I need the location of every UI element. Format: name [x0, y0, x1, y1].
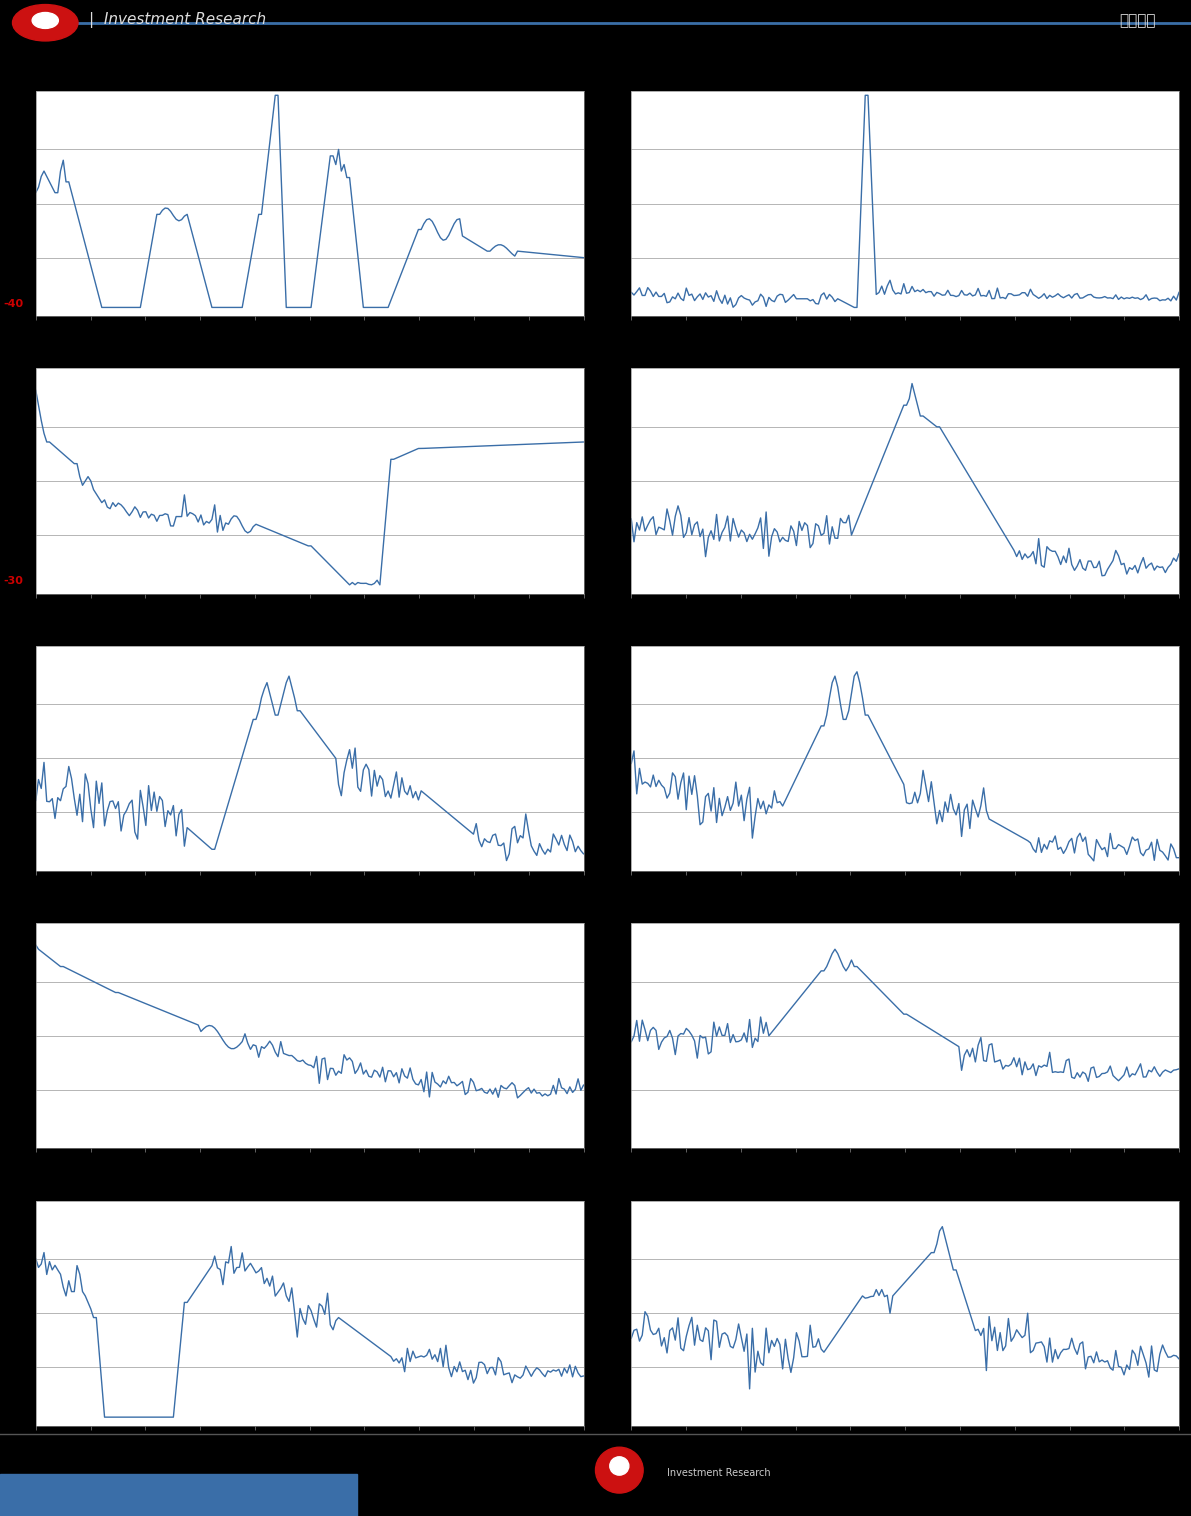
- Text: |  Investment Research: | Investment Research: [89, 12, 267, 29]
- Ellipse shape: [32, 12, 58, 29]
- Text: -30: -30: [4, 576, 24, 587]
- Ellipse shape: [12, 5, 77, 41]
- Bar: [0, 1474, 357, 1516]
- Ellipse shape: [610, 1457, 629, 1475]
- Ellipse shape: [596, 1448, 643, 1493]
- Text: Investment Research: Investment Research: [667, 1467, 771, 1478]
- Text: -40: -40: [4, 299, 24, 309]
- Text: 估値周报: 估値周报: [1118, 14, 1155, 27]
